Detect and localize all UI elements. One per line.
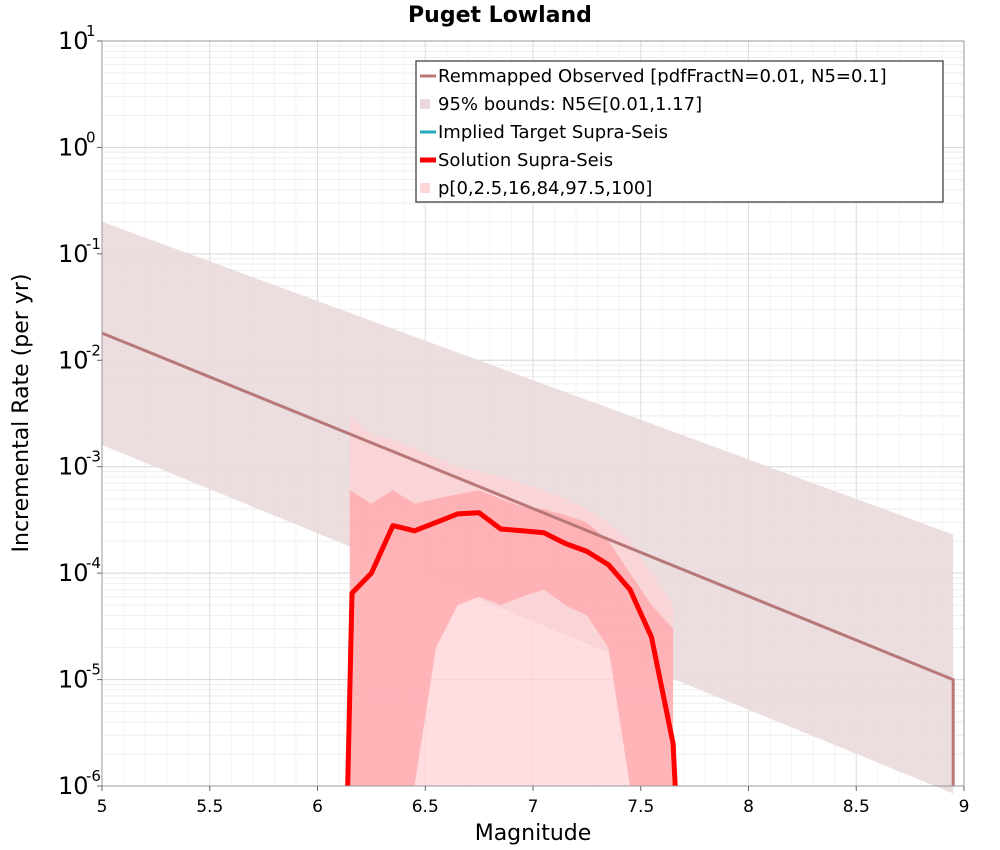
x-tick-label: 7.5	[627, 797, 654, 817]
legend: Remmapped Observed [pdfFractN=0.01, N5=0…	[415, 60, 944, 203]
legend-swatch	[420, 99, 430, 109]
y-tick-base: 10	[58, 772, 89, 800]
observed-line	[101, 331, 955, 786]
y-tick-base: 10	[58, 133, 89, 161]
y-tick-exponent: -1	[86, 235, 101, 253]
x-axis-label: Magnitude	[475, 821, 592, 846]
x-tick-label: 8	[743, 797, 754, 817]
y-tick-base: 10	[58, 346, 89, 374]
y-tick-base: 10	[58, 453, 89, 481]
x-tick-label: 7	[528, 797, 539, 817]
y-tick-exponent: -3	[86, 448, 101, 466]
x-tick-label: 8.5	[843, 797, 870, 817]
legend-box	[415, 60, 944, 203]
legend-label: Implied Target Supra-Seis	[438, 122, 668, 143]
legend-label: p[0,2.5,16,84,97.5,100]	[438, 178, 652, 199]
solution-line	[345, 510, 678, 787]
y-tick-exponent: -2	[86, 341, 101, 359]
y-tick-base: 10	[58, 27, 89, 55]
y-tick-exponent: -6	[86, 767, 101, 785]
y-tick-base: 10	[58, 666, 89, 694]
x-tick-label: 6.5	[412, 797, 439, 817]
y-tick-base: 10	[58, 559, 89, 587]
x-tick-label: 5	[97, 797, 108, 817]
x-tick-label: 5.5	[196, 797, 223, 817]
legend-label: Solution Supra-Seis	[438, 150, 613, 171]
y-tick-exponent: -4	[86, 554, 101, 572]
legend-label: Remmapped Observed [pdfFractN=0.01, N5=0…	[438, 66, 887, 87]
legend-label: 95% bounds: N5∈[0.01,1.17]	[438, 94, 702, 115]
y-tick-exponent: 1	[86, 22, 96, 40]
percentile-band	[349, 490, 674, 786]
legend-swatch	[420, 183, 430, 193]
x-tick-label: 9	[959, 797, 970, 817]
y-tick-exponent: 0	[86, 128, 96, 146]
chart-title: Puget Lowland	[408, 3, 592, 28]
y-axis-label: Incremental Rate (per yr)	[9, 274, 34, 553]
lines	[101, 331, 955, 787]
y-tick-base: 10	[58, 240, 89, 268]
x-tick-label: 6	[312, 797, 323, 817]
y-tick-exponent: -5	[86, 661, 101, 679]
ticks: 5 5.5 6 6.5 7 7.5 8 8.5 910-610-510-410-310-210-…	[58, 22, 969, 817]
